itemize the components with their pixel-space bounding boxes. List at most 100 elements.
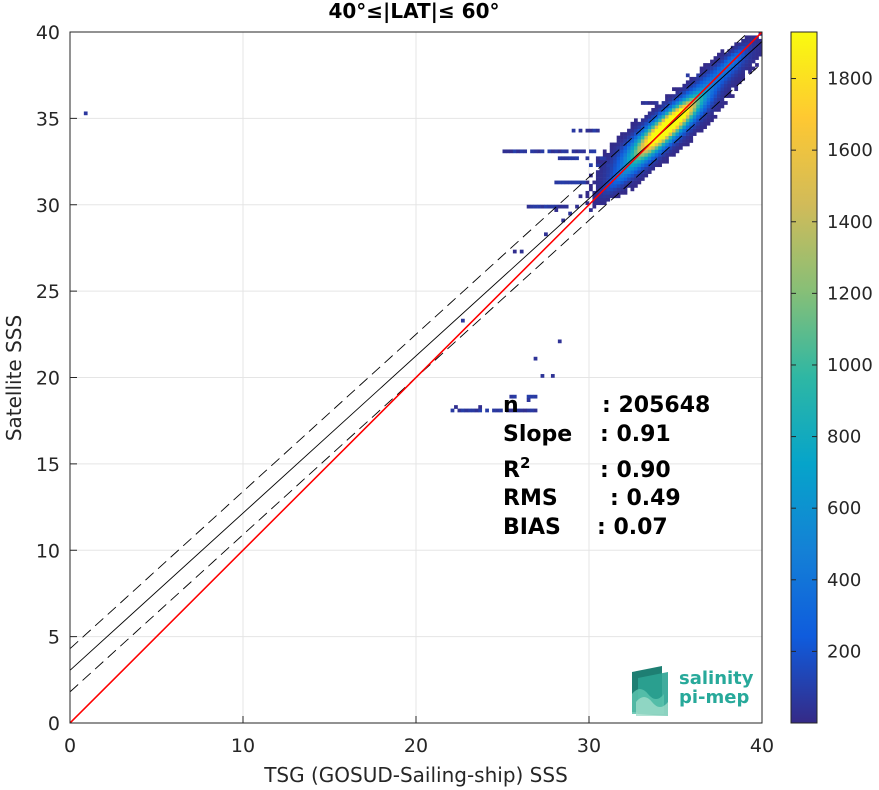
density-cell — [717, 76, 721, 81]
stat-label: BIAS — [503, 515, 561, 540]
density-cell — [613, 184, 617, 188]
density-cell — [703, 97, 707, 102]
density-cell — [675, 135, 680, 140]
density-cell — [557, 156, 562, 161]
density-cell — [685, 94, 690, 98]
density-cell — [710, 76, 714, 81]
density-cell — [734, 83, 739, 88]
density-cell — [755, 45, 759, 50]
density-cell — [758, 45, 762, 50]
density-cell — [654, 114, 659, 119]
density-cell — [637, 135, 642, 140]
density-cell — [713, 114, 718, 119]
colorbar-tick-label: 1600 — [827, 140, 873, 161]
density-cell — [685, 142, 690, 147]
density-cell — [692, 121, 697, 126]
density-cell — [640, 177, 645, 181]
density-cell — [658, 108, 662, 112]
density-cell — [599, 180, 604, 185]
density-cell — [682, 128, 687, 133]
density-cell — [651, 135, 656, 140]
density-cell — [703, 118, 707, 123]
density-cell — [582, 180, 586, 185]
density-cell — [717, 52, 721, 57]
density-cell — [741, 52, 745, 57]
density-cell — [623, 187, 628, 192]
density-cell — [620, 156, 624, 161]
density-cell — [675, 94, 680, 98]
density-cell — [606, 156, 611, 161]
density-cell — [658, 139, 662, 143]
colorbar-tick-label: 800 — [827, 427, 861, 448]
colorbar-tick-label: 200 — [827, 641, 861, 662]
density-cell — [658, 142, 662, 147]
density-cell — [644, 159, 649, 164]
density-cell — [633, 132, 638, 136]
density-cell — [647, 125, 652, 130]
density-cell — [685, 135, 690, 140]
density-cell — [599, 156, 604, 161]
density-cell — [637, 180, 642, 185]
density-cell — [457, 408, 462, 413]
y-axis-label: Satellite SSS — [2, 315, 26, 441]
density-cell — [585, 156, 590, 161]
density-cell — [620, 177, 624, 181]
density-cell — [595, 170, 600, 174]
density-cell — [685, 87, 690, 92]
density-cell — [637, 170, 642, 174]
colorbar-ticks: 200 400 600 800 1000 1200 1400 1600 1800 — [791, 69, 873, 662]
density-cell — [623, 149, 628, 154]
density-cell — [668, 101, 673, 105]
density-cell — [640, 163, 645, 168]
density-cell — [699, 87, 704, 92]
density-cell — [741, 73, 745, 78]
density-cell — [509, 394, 514, 399]
density-cell — [692, 90, 697, 95]
density-cell — [710, 118, 714, 123]
density-cell — [654, 125, 659, 130]
density-cell — [734, 66, 739, 71]
density-cell — [606, 159, 611, 164]
density-cell — [723, 76, 728, 81]
density-cell — [609, 142, 614, 147]
density-cell — [530, 204, 534, 209]
density-cell — [717, 70, 721, 74]
density-cell — [637, 121, 642, 126]
density-cell — [554, 208, 559, 212]
density-cell — [717, 66, 721, 71]
density-cell — [748, 35, 752, 40]
density-cell — [692, 108, 697, 112]
density-cell — [620, 187, 624, 192]
density-cell — [730, 94, 735, 98]
density-cell — [651, 163, 656, 168]
density-cell — [616, 177, 621, 181]
y-tick-label: 5 — [48, 627, 60, 649]
density-cell — [706, 90, 711, 95]
density-cell — [692, 118, 697, 123]
density-cell — [654, 156, 659, 161]
density-cell — [706, 70, 711, 74]
density-cell — [627, 170, 631, 174]
density-cell — [727, 94, 732, 98]
colorbar-gradient — [790, 31, 818, 724]
density-cell — [696, 118, 701, 123]
density-cell — [723, 101, 728, 105]
density-cell — [699, 70, 704, 74]
density-cell — [654, 152, 659, 157]
density-cell — [699, 104, 704, 109]
density-cell — [620, 163, 624, 168]
density-cell — [685, 111, 690, 116]
density-cell — [633, 139, 638, 143]
density-cell — [533, 394, 538, 399]
density-cell — [720, 52, 725, 57]
density-cell — [595, 156, 600, 161]
density-cell — [609, 156, 614, 161]
density-cell — [710, 108, 714, 112]
density-cell — [492, 408, 496, 413]
density-cell — [654, 163, 659, 168]
density-cell — [571, 149, 576, 154]
density-cell — [661, 152, 666, 157]
density-cell — [696, 90, 701, 95]
density-cell — [651, 108, 656, 112]
density-cell — [661, 135, 666, 140]
